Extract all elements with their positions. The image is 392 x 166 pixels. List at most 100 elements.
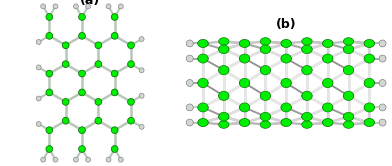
Circle shape [139, 93, 144, 98]
Ellipse shape [343, 65, 354, 75]
Circle shape [186, 119, 193, 126]
Ellipse shape [281, 39, 291, 47]
Circle shape [111, 14, 118, 20]
Ellipse shape [240, 78, 250, 88]
Ellipse shape [364, 80, 374, 86]
Ellipse shape [219, 93, 229, 99]
Ellipse shape [364, 104, 374, 110]
Ellipse shape [198, 78, 208, 88]
Ellipse shape [323, 103, 333, 112]
Ellipse shape [198, 104, 208, 110]
Ellipse shape [240, 56, 250, 62]
Circle shape [46, 146, 53, 152]
Ellipse shape [240, 104, 250, 110]
Ellipse shape [343, 112, 354, 121]
Circle shape [41, 157, 45, 162]
Circle shape [46, 14, 53, 20]
Circle shape [79, 14, 85, 20]
Circle shape [79, 146, 85, 152]
Ellipse shape [302, 112, 312, 121]
Ellipse shape [219, 67, 229, 73]
Ellipse shape [198, 103, 208, 112]
Circle shape [186, 55, 193, 62]
Ellipse shape [302, 91, 312, 101]
Circle shape [379, 104, 386, 111]
Ellipse shape [260, 91, 270, 101]
Ellipse shape [240, 103, 250, 112]
Circle shape [379, 55, 386, 62]
Ellipse shape [260, 65, 270, 75]
Ellipse shape [323, 39, 333, 47]
Circle shape [53, 157, 58, 162]
Circle shape [186, 55, 193, 62]
Ellipse shape [323, 40, 333, 47]
Ellipse shape [343, 45, 354, 54]
Ellipse shape [219, 121, 229, 128]
Circle shape [379, 80, 386, 86]
Ellipse shape [302, 38, 312, 45]
Ellipse shape [302, 46, 312, 53]
Ellipse shape [240, 80, 250, 86]
Ellipse shape [260, 112, 270, 121]
Ellipse shape [260, 45, 270, 54]
Ellipse shape [364, 39, 374, 47]
Ellipse shape [260, 38, 270, 45]
Circle shape [139, 68, 144, 73]
Circle shape [73, 4, 78, 9]
Circle shape [379, 104, 386, 111]
Circle shape [379, 80, 386, 86]
Ellipse shape [219, 65, 229, 75]
Ellipse shape [323, 80, 333, 86]
Circle shape [106, 157, 111, 162]
Ellipse shape [302, 67, 312, 73]
Circle shape [186, 104, 193, 111]
Ellipse shape [240, 119, 250, 127]
Circle shape [95, 61, 102, 68]
Ellipse shape [343, 46, 354, 53]
Circle shape [111, 146, 118, 152]
Circle shape [46, 70, 53, 77]
Ellipse shape [323, 104, 333, 110]
Ellipse shape [364, 56, 374, 62]
Ellipse shape [343, 113, 354, 120]
Circle shape [118, 157, 123, 162]
Ellipse shape [343, 67, 354, 73]
Circle shape [186, 40, 193, 47]
Ellipse shape [302, 121, 312, 128]
Circle shape [128, 117, 134, 124]
Ellipse shape [219, 38, 229, 45]
Ellipse shape [219, 45, 229, 54]
Circle shape [379, 55, 386, 62]
Circle shape [95, 117, 102, 124]
Circle shape [36, 96, 41, 101]
Ellipse shape [260, 93, 270, 99]
Circle shape [139, 124, 144, 129]
Ellipse shape [198, 80, 208, 86]
Ellipse shape [240, 40, 250, 47]
Circle shape [46, 32, 53, 39]
Circle shape [62, 61, 69, 68]
Circle shape [379, 119, 386, 126]
Circle shape [111, 127, 118, 134]
Title: (b): (b) [276, 18, 296, 31]
Ellipse shape [343, 121, 354, 128]
Ellipse shape [323, 78, 333, 88]
Ellipse shape [281, 80, 291, 86]
Ellipse shape [240, 54, 250, 63]
Circle shape [79, 70, 85, 77]
Ellipse shape [323, 119, 333, 127]
Ellipse shape [281, 119, 291, 127]
Ellipse shape [364, 103, 374, 112]
Ellipse shape [240, 39, 250, 47]
Circle shape [62, 42, 69, 49]
Circle shape [46, 127, 53, 134]
Ellipse shape [219, 91, 229, 101]
Circle shape [186, 104, 193, 111]
Ellipse shape [260, 46, 270, 53]
Ellipse shape [281, 104, 291, 110]
Ellipse shape [302, 93, 312, 99]
Ellipse shape [219, 113, 229, 120]
Ellipse shape [364, 78, 374, 88]
Ellipse shape [198, 119, 208, 127]
Ellipse shape [219, 46, 229, 53]
